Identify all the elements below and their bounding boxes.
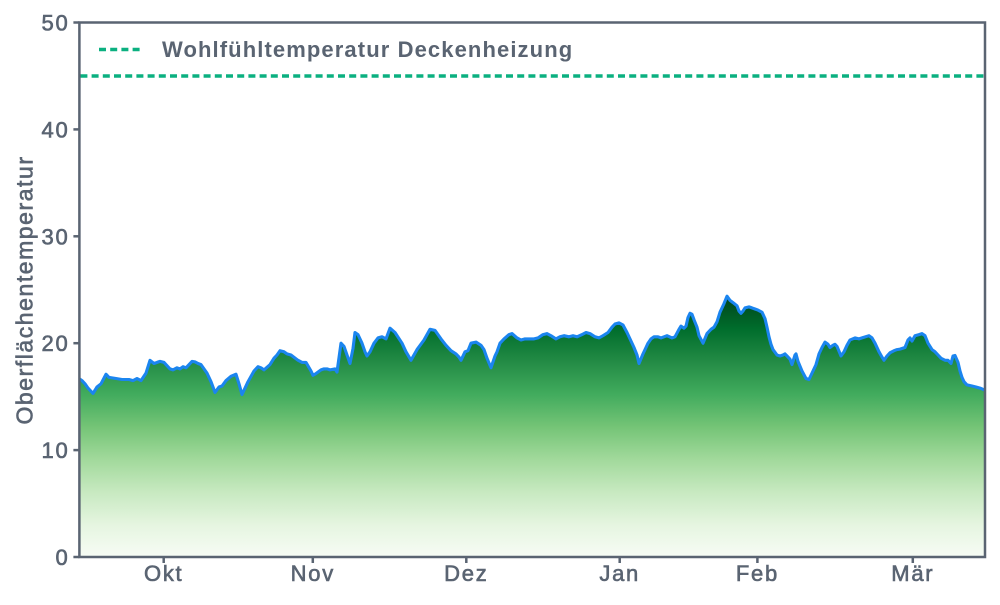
svg-text:10: 10 [42,438,70,463]
svg-text:40: 40 [42,117,70,142]
svg-text:Feb: Feb [736,561,779,586]
svg-text:Jan: Jan [599,561,640,586]
svg-text:0: 0 [55,545,69,570]
svg-text:20: 20 [42,331,70,356]
svg-text:Okt: Okt [144,561,183,586]
svg-text:Wohlfühltemperatur Deckenheizu: Wohlfühltemperatur Deckenheizung [162,37,573,62]
svg-text:30: 30 [42,224,70,249]
svg-text:50: 50 [42,11,70,36]
svg-text:Dez: Dez [444,561,488,586]
svg-text:Oberflächentemperatur: Oberflächentemperatur [12,155,38,424]
svg-text:Nov: Nov [291,561,335,586]
svg-text:Mär: Mär [891,561,934,586]
